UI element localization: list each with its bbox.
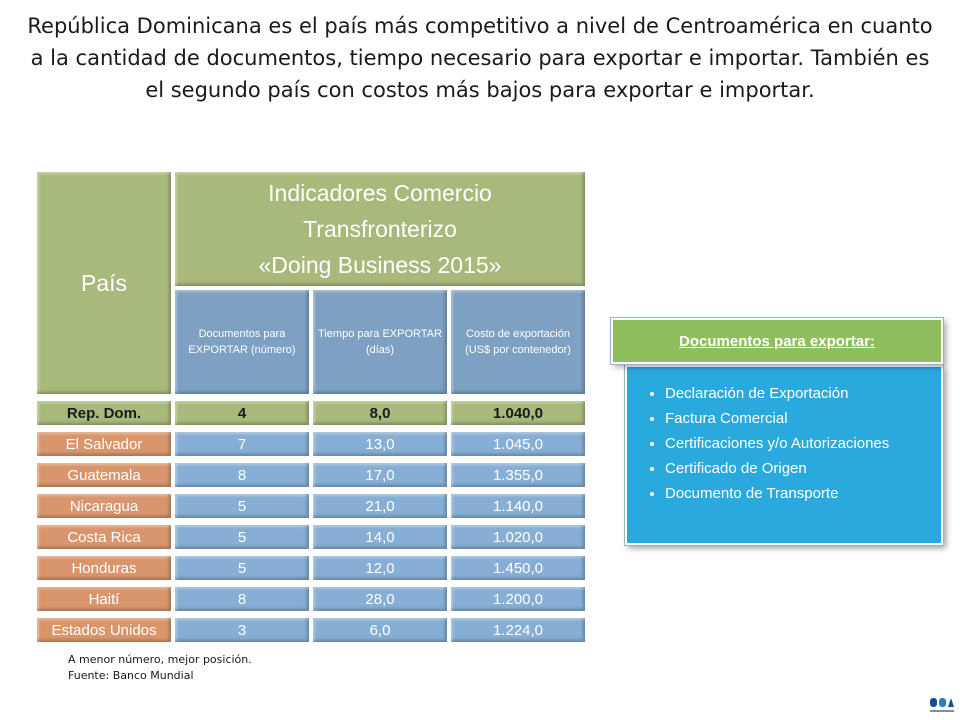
country-cell: Honduras xyxy=(35,554,173,582)
country-cell: Haití xyxy=(35,585,173,613)
documents-panel-title: Documentos para exportar: xyxy=(611,318,943,364)
country-cell: Costa Rica xyxy=(35,523,173,551)
docs-value-cell: 8 xyxy=(173,461,311,489)
docs-value-cell: 5 xyxy=(173,554,311,582)
cost-value-cell: 1.200,0 xyxy=(449,585,587,613)
note-ranking: A menor número, mejor posición. xyxy=(68,653,252,666)
country-cell: Rep. Dom. xyxy=(35,399,173,427)
country-cell: Nicaragua xyxy=(35,492,173,520)
time-value-cell: 14,0 xyxy=(311,523,449,551)
docs-column-header: Documentos para EXPORTAR (número) xyxy=(173,288,311,396)
time-value-cell: 28,0 xyxy=(311,585,449,613)
cost-value-cell: 1.020,0 xyxy=(449,523,587,551)
cost-value-cell: 1.040,0 xyxy=(449,399,587,427)
headline: República Dominicana es el país más comp… xyxy=(27,14,933,102)
document-list-item: Documento de Transporte xyxy=(665,481,929,506)
time-column-header: Tiempo para EXPORTAR (días) xyxy=(311,288,449,396)
time-value-cell: 13,0 xyxy=(311,430,449,458)
docs-value-cell: 3 xyxy=(173,616,311,644)
cost-value-cell: 1.045,0 xyxy=(449,430,587,458)
group-header-line-1: Indicadores Comercio xyxy=(268,180,492,206)
time-value-cell: 21,0 xyxy=(311,492,449,520)
document-list-item: Factura Comercial xyxy=(665,406,929,431)
documents-list: Declaración de ExportaciónFactura Comerc… xyxy=(647,381,929,506)
country-cell: Estados Unidos xyxy=(35,616,173,644)
document-list-item: Certificado de Origen xyxy=(665,456,929,481)
docs-value-cell: 7 xyxy=(173,430,311,458)
docs-value-cell: 5 xyxy=(173,492,311,520)
document-list-item: Declaración de Exportación xyxy=(665,381,929,406)
document-list-item: Certificaciones y/o Autorizaciones xyxy=(665,431,929,456)
docs-value-cell: 4 xyxy=(173,399,311,427)
time-value-cell: 17,0 xyxy=(311,461,449,489)
docs-value-cell: 8 xyxy=(173,585,311,613)
cost-column-header: Costo de exportación (US$ por contenedor… xyxy=(449,288,587,396)
docs-value-cell: 5 xyxy=(173,523,311,551)
cost-value-cell: 1.450,0 xyxy=(449,554,587,582)
indicators-group-header: Indicadores Comercio Transfronterizo «Do… xyxy=(173,170,587,288)
documents-list-panel: Declaración de ExportaciónFactura Comerc… xyxy=(625,365,943,545)
note-source: Fuente: Banco Mundial xyxy=(68,669,194,682)
dga-logo-icon xyxy=(930,698,954,712)
group-header-line-3: «Doing Business 2015» xyxy=(258,252,502,278)
time-value-cell: 12,0 xyxy=(311,554,449,582)
table-notes: A menor número, mejor posición. Fuente: … xyxy=(68,652,252,684)
time-value-cell: 8,0 xyxy=(311,399,449,427)
cost-value-cell: 1.140,0 xyxy=(449,492,587,520)
time-value-cell: 6,0 xyxy=(311,616,449,644)
cost-value-cell: 1.355,0 xyxy=(449,461,587,489)
cost-value-cell: 1.224,0 xyxy=(449,616,587,644)
group-header-line-2: Transfronterizo xyxy=(303,216,457,242)
country-cell: El Salvador xyxy=(35,430,173,458)
country-column-header: País xyxy=(35,170,173,396)
country-cell: Guatemala xyxy=(35,461,173,489)
